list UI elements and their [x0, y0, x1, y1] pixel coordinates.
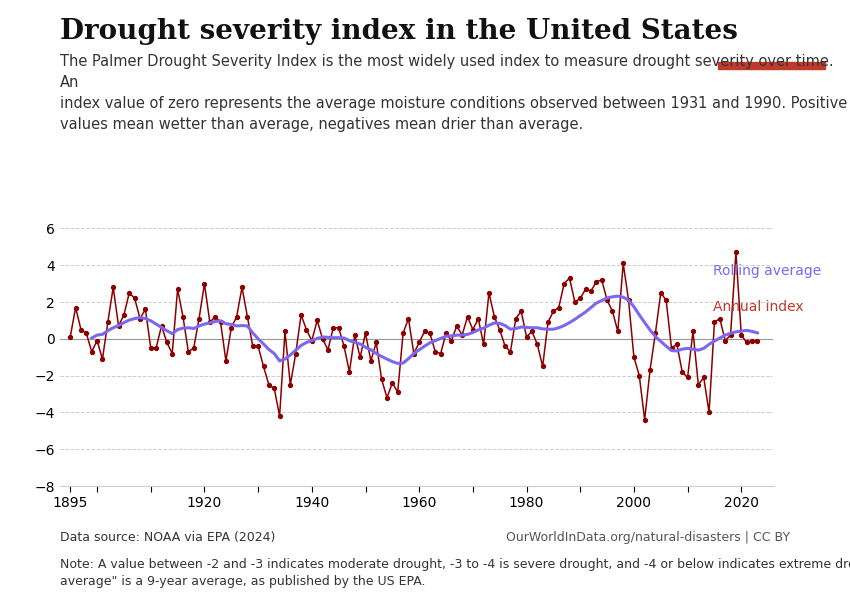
Text: in Data: in Data: [747, 37, 796, 50]
Rolling average: [242, 322, 252, 329]
Rolling average: [613, 293, 623, 300]
Annual index: [752, 337, 762, 344]
Text: Drought severity index in the United States: Drought severity index in the United Sta…: [60, 18, 737, 45]
Line: Rolling average: Rolling average: [92, 296, 757, 364]
Rolling average: [672, 347, 682, 355]
Rolling average: [393, 360, 403, 367]
Annual index: [425, 329, 435, 337]
Annual index: [731, 249, 741, 256]
Text: Our World: Our World: [738, 22, 805, 35]
Text: Rolling average: Rolling average: [713, 264, 821, 278]
Rolling average: [655, 338, 666, 345]
Bar: [718, 62, 824, 69]
Rolling average: [258, 340, 269, 347]
Annual index: [672, 341, 682, 348]
Annual index: [98, 355, 108, 362]
Rolling average: [506, 326, 516, 333]
Text: The Palmer Drought Severity Index is the most widely used index to measure droug: The Palmer Drought Severity Index is the…: [60, 54, 847, 132]
Annual index: [253, 343, 264, 350]
Text: OurWorldInData.org/natural-disasters | CC BY: OurWorldInData.org/natural-disasters | C…: [507, 531, 790, 544]
Annual index: [639, 416, 649, 424]
Annual index: [608, 308, 618, 315]
Rolling average: [752, 329, 762, 337]
Line: Annual index: Annual index: [68, 250, 759, 422]
Rolling average: [720, 332, 730, 339]
Annual index: [65, 334, 76, 341]
Text: Annual index: Annual index: [713, 299, 803, 314]
Text: Note: A value between -2 and -3 indicates moderate drought, -3 to -4 is severe d: Note: A value between -2 and -3 indicate…: [60, 558, 850, 588]
Annual index: [473, 315, 484, 322]
Rolling average: [87, 334, 97, 341]
Text: Data source: NOAA via EPA (2024): Data source: NOAA via EPA (2024): [60, 531, 275, 544]
